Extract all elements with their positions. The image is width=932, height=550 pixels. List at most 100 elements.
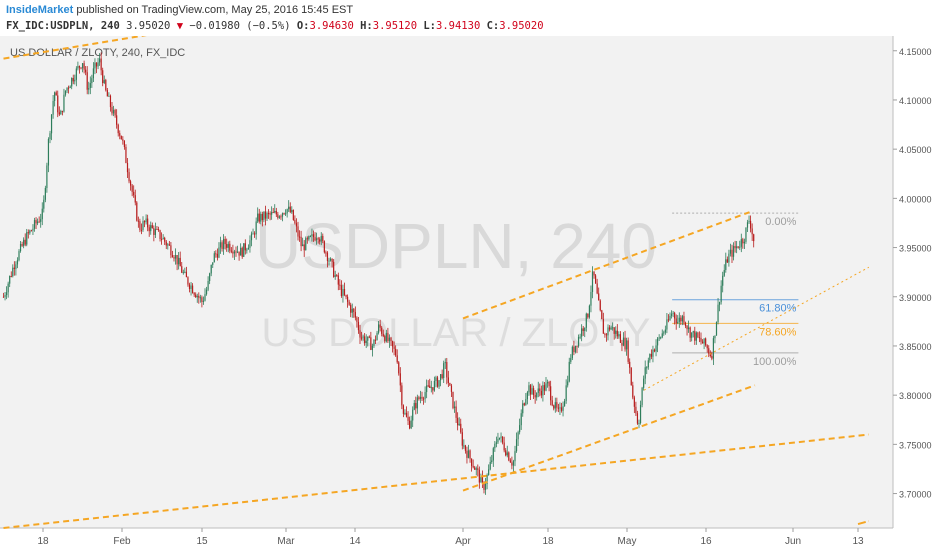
candle-body [472,465,474,468]
candle-body [224,238,226,245]
candle-body [68,87,70,89]
candle-body [125,146,127,163]
candle-body [447,377,449,383]
candle-body [692,331,694,333]
candle-body [204,294,206,301]
candle-body [643,378,645,388]
published-text: published on TradingView.com, May 25, 20… [76,4,354,16]
candle-body [359,330,361,338]
candle-body [105,80,107,91]
candle-body [751,228,753,235]
candle-body [565,385,567,401]
candle-body [449,382,451,386]
candle-body [554,402,556,409]
candle-body [650,353,652,357]
candle-body [303,244,305,251]
candle-body [667,319,670,321]
candle-body [326,252,329,261]
candle-body [413,402,415,410]
candle-body [517,432,519,440]
candle-body [534,395,536,398]
candle-body [419,396,422,400]
candle-body [695,332,697,341]
time-tick-label: 16 [700,536,712,547]
candle-body [27,232,29,234]
candle-body [433,380,435,391]
candle-body [312,234,315,238]
candle-body [126,162,129,173]
candle-body [283,213,285,215]
price-chart[interactable]: USDPLN, 240 US DOLLAR / ZLOTY US DOLLAR … [0,36,932,550]
candle-body [753,234,755,242]
candle-body [244,243,246,251]
candle-body [154,229,156,235]
candle-body [712,338,714,359]
candle-body [235,251,237,253]
candle-body [61,110,63,112]
candle-body [678,317,680,322]
candle-body [223,238,225,249]
candle-body [131,185,133,192]
candle-body [681,316,683,322]
candle-body [145,218,147,223]
candle-body [35,220,37,224]
candle-body [379,324,381,328]
fib-level-label: 0.00% [765,216,796,228]
candle-body [698,337,701,339]
candle-body [624,337,626,350]
candle-body [323,241,325,253]
candle-body [374,339,377,341]
candle-body [453,406,456,409]
candle-body [491,460,493,462]
candle-body [672,312,674,314]
candle-body [440,374,442,381]
price-axis[interactable] [893,36,932,550]
time-axis[interactable] [0,528,893,550]
candle-body [610,327,612,330]
candle-body [381,327,383,334]
candle-body [38,221,40,223]
candle-body [128,172,130,182]
candle-body [241,247,243,257]
candle-body [441,374,443,378]
candle-body [608,327,611,330]
candle-body [187,277,189,285]
low-value: 3.94130 [436,20,481,32]
time-tick-label: 13 [852,536,864,547]
candle-body [731,249,733,257]
candle-body [72,77,74,82]
trendlines[interactable] [3,36,870,529]
candle-body [12,267,14,277]
candle-body [750,220,752,229]
candle-body [277,214,279,218]
candle-body [130,181,132,186]
candle-body [179,257,181,267]
candle-body [463,445,465,447]
candle-body [636,413,639,424]
candle-body [266,212,268,219]
author-link[interactable]: InsideMarket [6,4,74,16]
candle-body [331,258,333,262]
candle-body [576,345,578,347]
candle-body [577,337,580,347]
candle-body [407,416,409,421]
candle-body [26,232,28,245]
price-tick-label: 3.75000 [899,440,932,450]
candle-body [478,469,480,483]
candle-body [137,220,139,222]
candle-body [652,349,654,357]
candle-body [292,209,294,220]
candle-body [460,423,462,433]
candle-body [350,304,352,313]
candle-body [410,420,412,429]
candle-body [123,140,125,147]
fibonacci-retracement[interactable]: 0.00% 61.80% 78.60% 100.00% [672,212,799,368]
candle-body [515,439,518,452]
candle-body [103,80,105,84]
candle-body [688,327,690,330]
price-tick-label: 3.70000 [899,490,932,500]
candles [2,52,755,495]
candle-body [629,361,631,368]
candle-body [506,452,508,456]
candle-body [281,213,284,217]
